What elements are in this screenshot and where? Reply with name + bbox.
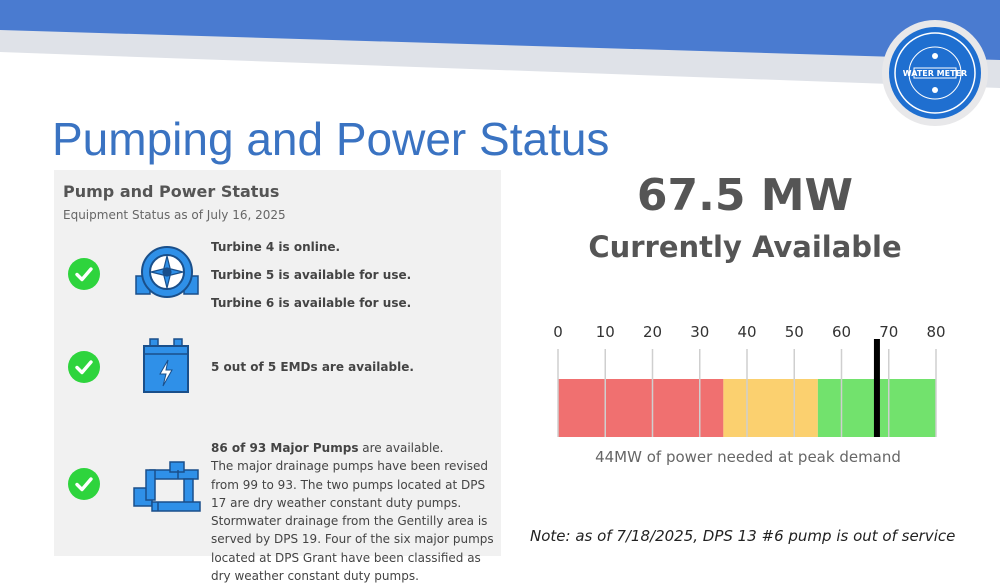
pump-check-icon <box>68 468 100 500</box>
gauge-tick-label-20: 20 <box>643 323 662 341</box>
available-power-value: 67.5 MW <box>636 170 854 221</box>
gauge-tick-label-80: 80 <box>926 323 945 341</box>
gauge-tick-label-0: 0 <box>553 323 563 341</box>
turbine-6-status: Turbine 6 is available for use. <box>211 296 412 310</box>
peak-demand-note: 44MW of power needed at peak demand <box>595 448 901 466</box>
gauge-tick-label-10: 10 <box>596 323 615 341</box>
water-meter-logo: WATER METER <box>882 20 988 126</box>
turbine-check-icon <box>68 258 100 290</box>
status-panel: Pump and Power Status Equipment Status a… <box>54 170 501 583</box>
pumps-detail-text: The major drainage pumps have been revis… <box>211 459 494 584</box>
turbine-4-status: Turbine 4 is online. <box>211 240 341 254</box>
svg-text:WATER METER: WATER METER <box>903 69 967 78</box>
emd-check-icon <box>68 351 100 383</box>
gauge-zone-1 <box>723 379 818 437</box>
gauge-tick-label-60: 60 <box>832 323 851 341</box>
turbine-5-status: Turbine 5 is available for use. <box>211 268 412 282</box>
pump-icon <box>133 461 201 512</box>
gauge-tick-label-50: 50 <box>785 323 804 341</box>
panel-title: Pump and Power Status <box>63 182 280 201</box>
gauge-tick-label-70: 70 <box>879 323 898 341</box>
gauge-tick-label-40: 40 <box>737 323 756 341</box>
turbine-icon <box>135 246 199 298</box>
page-title: Pumping and Power Status <box>52 113 610 165</box>
battery-icon <box>143 338 189 393</box>
gauge-current-marker <box>873 339 880 437</box>
power-gauge: 0 10 20 30 40 50 60 70 80 <box>553 323 946 437</box>
available-power-label: Currently Available <box>588 230 902 264</box>
pumps-available-suffix: are available. <box>358 441 444 455</box>
header-banner <box>0 0 1000 90</box>
pumps-count: 86 of 93 Major Pumps <box>211 441 359 455</box>
panel-subtitle: Equipment Status as of July 16, 2025 <box>63 208 286 222</box>
gauge-zone-0 <box>558 379 724 437</box>
emd-status: 5 out of 5 EMDs are available. <box>211 360 414 374</box>
gauge-tick-label-30: 30 <box>690 323 709 341</box>
footer-note: Note: as of 7/18/2025, DPS 13 #6 pump is… <box>530 527 956 545</box>
pumps-description: 86 of 93 Major Pumps are available. The … <box>211 439 501 585</box>
